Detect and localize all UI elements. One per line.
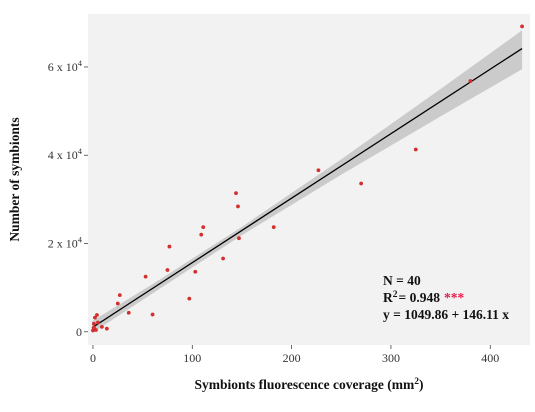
regression-line [91,48,523,329]
x-tick-label: 400 [481,351,499,365]
data-point [199,232,204,237]
data-point [271,225,276,230]
data-point [520,24,524,29]
regression-equation: y = 1049.86 + 146.11 x [383,307,509,322]
regression-annotation: N = 40 R2= 0.948 *** y = 1049.86 + 146.11… [383,273,509,322]
x-axis-title: Symbionts fluorescence coverage (mm2) [194,377,423,392]
data-point [165,268,170,272]
data-point [100,325,104,329]
data-point [359,181,364,186]
significance-stars: *** [444,290,465,305]
data-point [115,301,120,306]
y-tick-label: 0 [76,325,82,339]
data-point [236,204,240,209]
data-point [237,236,241,241]
y-tick-label: 2 x 104 [48,234,83,250]
data-point [167,244,172,249]
data-point [126,310,131,315]
data-point [96,320,100,325]
data-point [221,256,225,261]
data-point [93,315,97,320]
data-point [95,313,99,317]
x-tick-label: 100 [183,351,201,365]
x-tick-label: 200 [283,351,301,365]
y-axis-title: Number of symbionts [7,117,22,241]
data-point [413,147,418,152]
data-point [187,296,192,301]
data-point [150,312,155,317]
data-point [92,321,96,326]
sample-size-label: N = 40 [383,273,421,288]
x-tick-label: 300 [382,351,400,365]
r-squared-label: R2= 0.948 *** [383,290,464,305]
y-tick-label: 6 x 104 [48,58,83,74]
data-point [117,293,122,298]
plot-background [88,14,530,345]
data-point [193,269,198,274]
x-tick-label: 0 [90,351,96,365]
y-tick-label: 4 x 104 [48,146,83,162]
data-point [143,274,148,279]
data-point [234,191,238,196]
data-point [201,225,206,230]
data-point [468,79,473,83]
data-point [104,326,109,331]
data-point [316,168,321,173]
data-point [94,328,98,332]
